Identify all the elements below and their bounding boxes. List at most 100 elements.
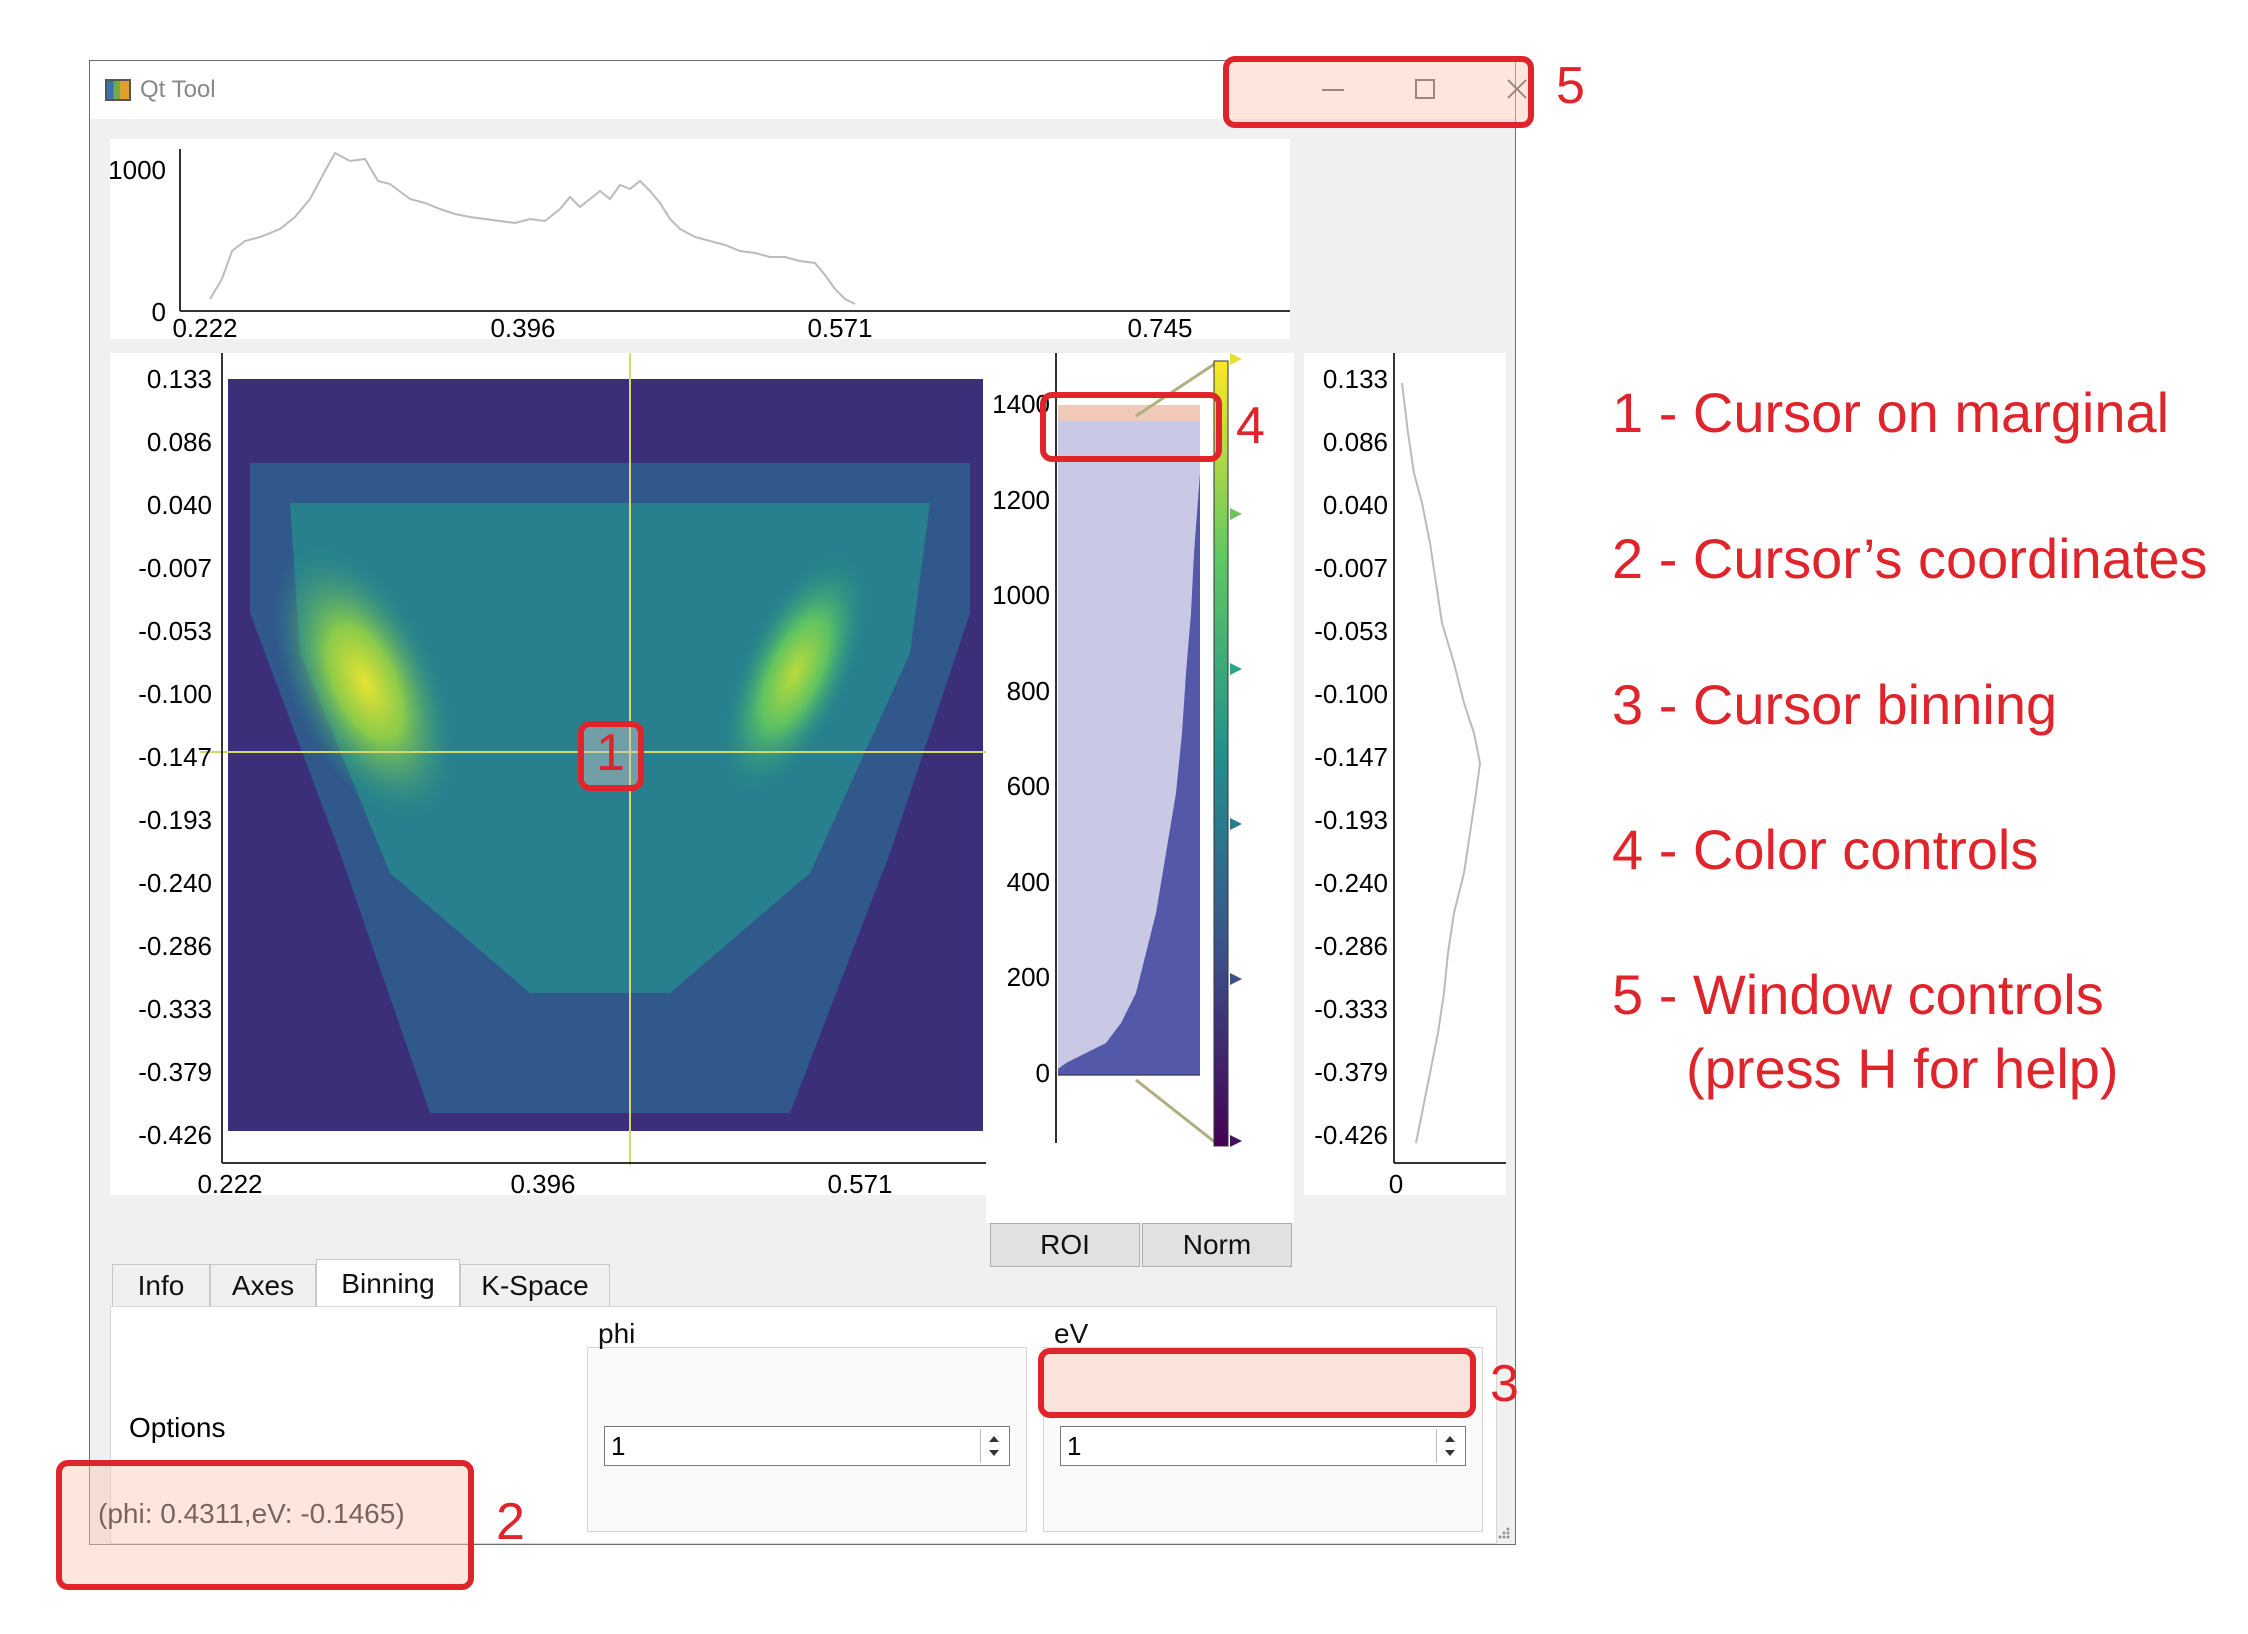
- ev-value: 1: [1067, 1431, 1082, 1461]
- maximize-icon: [1415, 79, 1435, 99]
- main-y-tick: -0.240: [138, 868, 212, 898]
- close-button[interactable]: [1472, 61, 1564, 119]
- colorbar-tick: 800: [1007, 676, 1050, 706]
- top-x-tick: 0.222: [172, 313, 237, 339]
- highlight-cursor-marginal: 1: [578, 721, 644, 791]
- tab-axes[interactable]: Axes: [210, 1264, 316, 1306]
- marker-5: 5: [1556, 57, 1585, 115]
- gradient-stop[interactable]: [1230, 663, 1242, 675]
- histogram-shape: [1058, 473, 1200, 1075]
- right-y-tick: -0.147: [1314, 742, 1388, 772]
- highlight-cursor-coordinates: [56, 1460, 474, 1590]
- legend-item-3: 3 - Cursor binning: [1612, 673, 2058, 736]
- maximize-button[interactable]: [1380, 61, 1472, 119]
- main-x-tick: 0.222: [197, 1169, 262, 1195]
- ev-spinbox[interactable]: 1: [1060, 1426, 1466, 1466]
- right-y-tick: -0.426: [1314, 1120, 1388, 1150]
- legend-item-1: 1 - Cursor on marginal: [1612, 381, 2170, 444]
- gradient-stop[interactable]: [1230, 1135, 1242, 1147]
- close-icon: [1507, 79, 1527, 99]
- phi-spin-arrows[interactable]: [980, 1429, 1007, 1463]
- gradient-link-bottom: [1135, 1078, 1217, 1145]
- legend-item-5: 5 - Window controls: [1612, 963, 2104, 1026]
- gradient-stop[interactable]: [1230, 818, 1242, 830]
- main-y-tick: -0.286: [138, 931, 212, 961]
- phi-spinbox[interactable]: 1: [604, 1426, 1010, 1466]
- minimize-button[interactable]: [1288, 61, 1380, 119]
- tab-k-space[interactable]: K-Space: [460, 1264, 610, 1306]
- right-y-tick: -0.240: [1314, 868, 1388, 898]
- main-y-tick: -0.193: [138, 805, 212, 835]
- main-y-tick: -0.147: [138, 742, 212, 772]
- right-y-tick: -0.053: [1314, 616, 1388, 646]
- right-y-tick: -0.193: [1314, 805, 1388, 835]
- main-x-tick: 0.571: [827, 1169, 892, 1195]
- gradient-link-top: [1135, 361, 1217, 418]
- phi-value: 1: [611, 1431, 626, 1461]
- colorbar-tick: 600: [1007, 771, 1050, 801]
- roi-button[interactable]: ROI: [990, 1223, 1140, 1267]
- main-y-tick: 0.086: [147, 427, 212, 457]
- right-y-tick: 0.086: [1323, 427, 1388, 457]
- level-handle-top[interactable]: [1058, 405, 1200, 421]
- gradient-stop[interactable]: [1230, 353, 1242, 365]
- top-y-tick: 1000: [110, 155, 166, 185]
- main-x-tick: 0.396: [510, 1169, 575, 1195]
- main-y-tick: -0.379: [138, 1057, 212, 1087]
- main-y-tick: -0.053: [138, 616, 212, 646]
- norm-button[interactable]: Norm: [1142, 1223, 1292, 1267]
- app-window: Qt Tool 1000 0 0.222 0.396 0.571 0.745: [89, 60, 1527, 1545]
- main-y-tick: 0.040: [147, 490, 212, 520]
- phi-label: phi: [598, 1318, 636, 1349]
- main-y-tick: -0.100: [138, 679, 212, 709]
- right-x-tick: 0: [1389, 1169, 1403, 1195]
- main-y-tick: -0.007: [138, 553, 212, 583]
- legend-item-5-help: (press H for help): [1686, 1037, 2119, 1100]
- binning-panel: Options phi 1 eV 1: [110, 1306, 1497, 1544]
- intensity-spot-right: [720, 552, 870, 794]
- spin-arrows-icon: [1445, 1436, 1455, 1456]
- top-marginal-plot[interactable]: 1000 0 0.222 0.396 0.571 0.745: [108, 139, 1290, 343]
- right-y-tick: -0.007: [1314, 553, 1388, 583]
- top-x-tick: 0.571: [807, 313, 872, 339]
- gradient-stop[interactable]: [1230, 508, 1242, 520]
- color-controls[interactable]: 1400 1200 1000 800 600 400 200 0: [986, 353, 1294, 1223]
- phi-group: phi 1: [587, 1318, 1027, 1532]
- spin-arrows-icon: [989, 1436, 999, 1456]
- main-image-plot[interactable]: 0.133 0.086 0.040 -0.007 -0.053 -0.100 -…: [110, 353, 986, 1199]
- colorbar-tick: 1200: [992, 485, 1050, 515]
- right-marginal-curve: [1401, 382, 1482, 1144]
- marker-1: 1: [596, 724, 625, 782]
- legend-item-2: 2 - Cursor’s coordinates: [1612, 527, 2208, 590]
- right-y-tick: -0.379: [1314, 1057, 1388, 1087]
- options-label: Options: [129, 1412, 226, 1443]
- top-x-tick: 0.745: [1127, 313, 1192, 339]
- minimize-icon: [1322, 89, 1344, 91]
- colorbar-tick: 0: [1036, 1058, 1050, 1088]
- colorbar-gradient[interactable]: [1213, 360, 1229, 1147]
- highlight-color-controls: [1040, 392, 1222, 462]
- highlight-window-controls: [1223, 56, 1534, 128]
- gradient-stop[interactable]: [1230, 973, 1242, 985]
- resize-grip-icon[interactable]: [1497, 1526, 1511, 1540]
- highlight-cursor-binning: [1038, 1348, 1476, 1418]
- marker-4: 4: [1236, 397, 1265, 455]
- status-coordinates: (phi: 0.4311,eV: -0.1465): [98, 1498, 405, 1529]
- marker-2: 2: [496, 1493, 525, 1551]
- window-title: Qt Tool: [140, 76, 216, 103]
- ev-label: eV: [1054, 1318, 1089, 1349]
- main-y-tick: -0.426: [138, 1120, 212, 1150]
- top-marginal-curve: [209, 151, 856, 305]
- right-y-tick: -0.100: [1314, 679, 1388, 709]
- right-y-tick: 0.133: [1323, 364, 1388, 394]
- right-marginal-plot[interactable]: 0.133 0.086 0.040 -0.007 -0.053 -0.100 -…: [1304, 353, 1506, 1199]
- ev-spin-arrows[interactable]: [1436, 1429, 1463, 1463]
- tab-binning[interactable]: Binning: [316, 1259, 460, 1309]
- right-y-tick: -0.333: [1314, 994, 1388, 1024]
- colorbar-tick: 1000: [992, 580, 1050, 610]
- app-icon: [105, 79, 131, 101]
- title-bar[interactable]: Qt Tool: [90, 61, 1527, 119]
- right-y-tick: 0.040: [1323, 490, 1388, 520]
- colorbar-tick: 400: [1007, 867, 1050, 897]
- tab-info[interactable]: Info: [112, 1264, 210, 1306]
